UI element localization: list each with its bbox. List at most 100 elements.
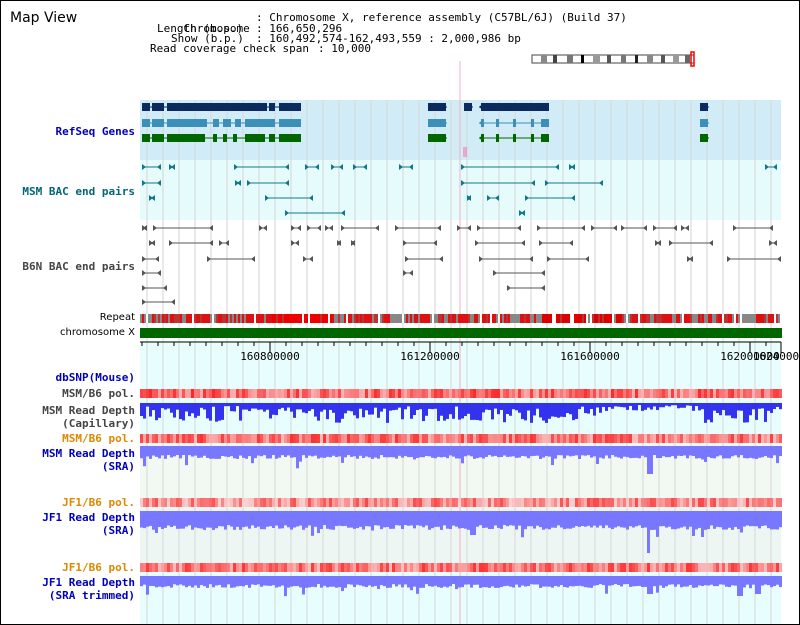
polymorphism-cell [398,498,401,507]
read-depth-bar [425,446,428,456]
polymorphism-cell [608,563,611,572]
read-depth-bar [725,446,728,459]
polymorphism-cell [764,389,767,398]
read-depth-bar [428,446,431,457]
polymorphism-cell [458,389,461,398]
read-depth-bar [602,576,605,586]
repeat-element [228,314,230,323]
read-depth-bar [602,511,605,529]
repeat-element [258,314,260,323]
read-depth-bar [227,403,230,407]
read-depth-bar [611,446,614,456]
read-depth-bar [647,446,650,474]
read-depth-bar [776,511,779,530]
gene-arrow [700,103,705,111]
repeat-element [560,314,562,323]
polymorphism-cell [245,389,248,398]
repeat-element [372,314,374,323]
read-depth-bar [638,403,641,406]
read-depth-bar [251,511,254,526]
read-depth-bar [665,403,668,406]
repeat-element [178,314,180,323]
polymorphism-cell [386,498,389,507]
polymorphism-cell [476,434,479,443]
read-depth-bar [593,511,596,526]
polymorphism-cell [344,563,347,572]
polymorphism-cell [608,389,611,398]
polymorphism-cell [689,389,692,398]
read-depth-bar [767,576,770,586]
read-depth-bar [347,403,350,411]
read-depth-bar [458,403,461,420]
polymorphism-cell [767,389,770,398]
polymorphism-cell [560,389,563,398]
polymorphism-cell [761,389,764,398]
read-depth-bar [293,403,296,418]
read-depth-bar [347,511,350,528]
repeat-element [434,314,436,323]
read-depth-bar [248,511,251,529]
read-depth-bar [344,403,347,414]
read-depth-bar [332,511,335,530]
read-depth-bar [596,576,599,586]
read-depth-bar [311,403,314,410]
polymorphism-cell [173,434,176,443]
polymorphism-cell [779,563,782,572]
polymorphism-cell [647,389,650,398]
polymorphism-cell [677,389,680,398]
polymorphism-cell [488,389,491,398]
read-depth-bar [401,511,404,529]
read-depth-bar [716,446,719,457]
read-depth-bar [605,403,608,411]
read-depth-bar [398,511,401,526]
polymorphism-cell [623,389,626,398]
polymorphism-cell [401,563,404,572]
read-depth-bar [341,403,344,419]
read-depth-bar [215,446,218,459]
read-depth-bar [599,446,602,458]
polymorphism-cell [290,434,293,443]
polymorphism-cell [242,498,245,507]
read-depth-bar [656,576,659,593]
read-depth-bar [404,403,407,410]
repeat-element [468,314,470,323]
polymorphism-cell [524,498,527,507]
read-depth-bar [593,576,596,586]
repeat-element [430,314,432,323]
polymorphism-cell [686,563,689,572]
read-depth-bar [362,446,365,458]
polymorphism-cell [533,563,536,572]
polymorphism-cell [404,498,407,507]
polymorphism-cell [500,563,503,572]
read-depth-bar [383,403,386,409]
read-depth-bar [185,576,188,588]
polymorphism-cell [350,434,353,443]
gene-exon [152,134,164,142]
read-depth-bar [755,576,758,594]
polymorphism-cell [740,434,743,443]
polymorphism-cell [479,563,482,572]
repeat-element [596,314,598,323]
polymorphism-cell [302,498,305,507]
read-depth-bar [212,511,215,530]
repeat-element [600,314,602,323]
read-depth-bar [263,403,266,412]
repeat-element [710,314,712,323]
polymorphism-cell [470,563,473,572]
read-depth-bar [707,576,710,586]
track-label-refseq: RefSeq Genes [55,125,135,138]
read-depth-bar [698,446,701,459]
read-depth-bar [335,511,338,527]
read-depth-bar [179,576,182,585]
repeat-element [460,314,462,323]
repeat-element [466,314,468,323]
repeat-element [756,314,758,323]
polymorphism-cell [530,563,533,572]
polymorphism-cell [194,498,197,507]
read-depth-bar [428,576,431,587]
read-depth-bar [551,446,554,466]
polymorphism-cell [158,389,161,398]
polymorphism-cell [395,389,398,398]
read-depth-bar [548,511,551,530]
